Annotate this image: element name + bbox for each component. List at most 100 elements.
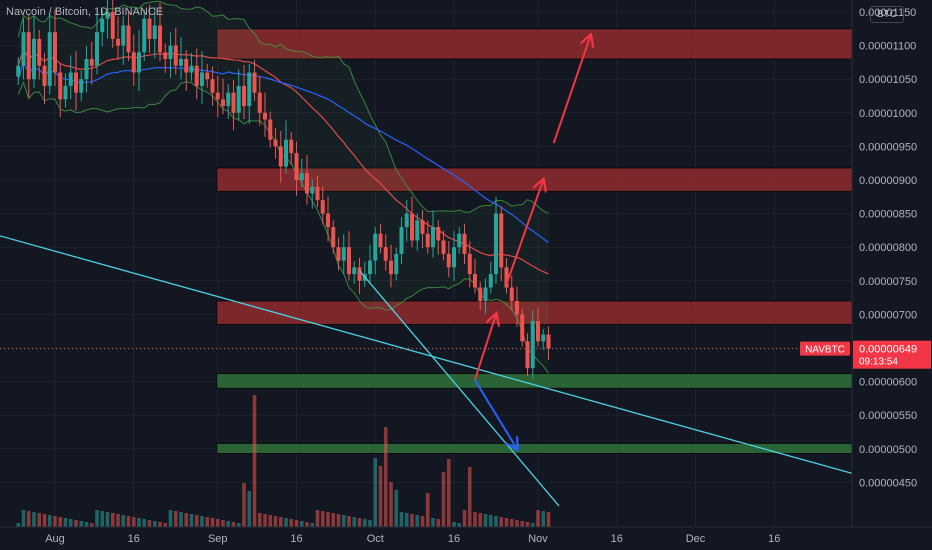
volume-bar xyxy=(116,514,120,527)
volume-bar xyxy=(483,514,488,527)
volume-bar xyxy=(368,520,372,527)
resistance-zone xyxy=(216,28,853,60)
volume-bar xyxy=(294,520,299,527)
candle-body xyxy=(121,25,126,46)
time-tick-label: Oct xyxy=(367,533,384,545)
candle-body xyxy=(347,247,351,275)
volume-bar xyxy=(121,515,126,527)
volume-bar xyxy=(394,490,399,527)
candle-body xyxy=(32,38,36,80)
volume-bar xyxy=(173,511,178,527)
volume-bar xyxy=(16,523,21,527)
candle-body xyxy=(42,65,47,86)
candle-body xyxy=(530,321,535,369)
time-tick-label: 16 xyxy=(611,533,623,545)
candle-body xyxy=(173,45,178,66)
volume-bar xyxy=(305,522,309,527)
volume-bar xyxy=(457,523,462,527)
candle-body xyxy=(546,334,551,349)
volume-bar xyxy=(299,521,304,527)
volume-bar xyxy=(488,515,493,527)
candle-body xyxy=(247,72,252,107)
candle-body xyxy=(142,18,147,53)
volume-bar xyxy=(79,521,84,527)
candle-body xyxy=(499,213,504,268)
bollinger-band-fill xyxy=(18,1,549,374)
candle-body xyxy=(231,92,236,113)
candle-body xyxy=(100,18,105,33)
volume-bar xyxy=(284,518,288,527)
sma-slow-line xyxy=(17,61,549,244)
volume-bar xyxy=(310,523,315,527)
symbol-tag: NAVBTC xyxy=(805,345,845,356)
volume-bar xyxy=(378,466,383,527)
candle-body xyxy=(357,267,362,281)
candle-body xyxy=(200,72,204,86)
candle-body xyxy=(415,220,420,241)
volume-bar xyxy=(236,523,241,527)
candle-body xyxy=(504,267,509,288)
candle-body xyxy=(425,233,430,248)
candle-body xyxy=(389,260,393,275)
price-tick-label: 0.00000700 xyxy=(859,309,917,321)
candle-body xyxy=(16,65,21,77)
volume-bar xyxy=(68,519,73,527)
volume-bar xyxy=(95,510,99,527)
price-tick-label: 0.00001050 xyxy=(859,74,917,86)
volume-bar xyxy=(215,519,220,527)
volume-bar xyxy=(231,522,236,527)
price-tick-label: 0.00001000 xyxy=(859,108,917,120)
candle-body xyxy=(68,72,73,86)
candle-body xyxy=(315,186,320,201)
candle-body xyxy=(473,274,477,288)
candle-body xyxy=(310,186,315,194)
candle-body xyxy=(331,227,336,248)
volume-bar xyxy=(546,512,551,527)
volume-bar xyxy=(147,520,152,527)
volume-bar xyxy=(110,513,115,527)
volume-bar xyxy=(336,514,341,527)
candle-body xyxy=(21,32,26,66)
volume-bar xyxy=(473,512,477,527)
volume-bar xyxy=(137,518,141,527)
volume-bar xyxy=(194,515,199,527)
currency-badge[interactable]: BTC xyxy=(870,6,904,23)
candle-body xyxy=(394,253,399,275)
volume-bar xyxy=(431,518,435,527)
volume-bar xyxy=(320,511,325,527)
volume-bar xyxy=(105,512,110,527)
volume-bar xyxy=(179,512,183,527)
support-zone xyxy=(216,373,853,389)
symbol-legend[interactable]: Navcoin / Bitcoin, 1D, BINANCE xyxy=(6,6,164,18)
candle-body xyxy=(26,32,31,80)
candle-body xyxy=(163,52,168,60)
candle-body xyxy=(299,173,304,180)
price-tick-label: 0.00000850 xyxy=(859,209,917,221)
price-tick-label: 0.00001100 xyxy=(859,41,916,53)
volume-bar xyxy=(541,511,546,527)
candle-body xyxy=(257,92,262,113)
volume-bar xyxy=(263,514,267,527)
volume-bar xyxy=(357,518,362,527)
candle-body xyxy=(58,72,63,100)
candle-body xyxy=(289,139,294,154)
candle-body xyxy=(273,139,278,147)
volume-bar xyxy=(189,514,194,527)
candle-body xyxy=(509,287,514,301)
bollinger-band-line xyxy=(17,81,549,374)
candle-body xyxy=(37,38,42,66)
candle-body xyxy=(294,153,299,180)
volume-bar xyxy=(168,510,173,527)
candle-body xyxy=(131,52,136,73)
volume-bar xyxy=(89,523,94,527)
support-zone xyxy=(216,442,853,455)
candle-body xyxy=(242,85,246,107)
volume-bar xyxy=(515,520,519,527)
price-tick-label: 0.00000500 xyxy=(859,444,917,456)
candle-body xyxy=(488,274,493,288)
price-tick-label: 0.00000450 xyxy=(859,477,917,489)
volume-bar xyxy=(84,522,89,527)
volume-bar xyxy=(494,516,498,527)
